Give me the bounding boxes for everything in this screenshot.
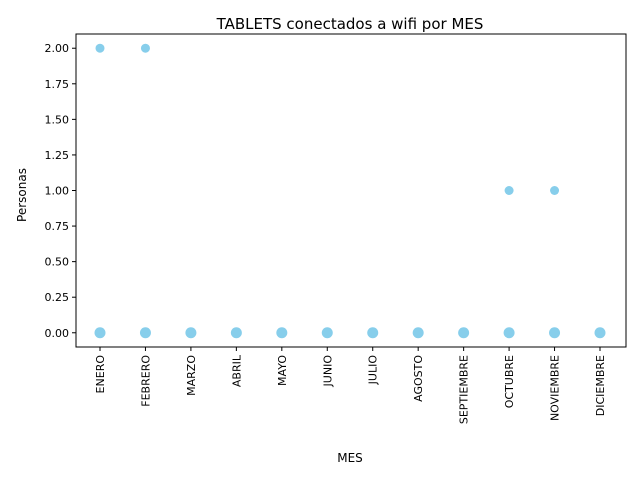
scatter-point xyxy=(458,327,470,339)
scatter-point xyxy=(185,327,197,339)
x-tick-label: JULIO xyxy=(367,355,380,386)
plot-area-frame xyxy=(75,33,627,348)
x-tick-label: ABRIL xyxy=(230,354,243,387)
scatter-point xyxy=(230,327,242,339)
scatter-point xyxy=(504,186,514,195)
scatter-point xyxy=(95,43,105,53)
x-tick-label: SEPTIEMBRE xyxy=(458,355,471,424)
scatter-point xyxy=(321,327,333,339)
scatter-point xyxy=(594,327,606,339)
scatter-point xyxy=(94,327,106,339)
x-tick-label: JUNIO xyxy=(321,355,334,388)
x-tick-label: OCTUBRE xyxy=(503,355,516,408)
y-tick-label: 0.50 xyxy=(45,256,70,269)
y-tick-label: 1.75 xyxy=(45,78,70,91)
scatter-point xyxy=(276,327,288,339)
x-tick-label: FEBRERO xyxy=(139,355,152,407)
y-tick-label: 2.00 xyxy=(45,42,70,55)
x-tick-label: MARZO xyxy=(185,355,198,396)
y-tick-label: 0.00 xyxy=(45,327,70,340)
x-axis-label: MES xyxy=(337,451,363,465)
x-tick-label: AGOSTO xyxy=(412,355,425,402)
y-axis-ticks: 0.00 0.25 0.50 0.75 1.00 1.25 1.50 1.75 2.00 xyxy=(45,42,76,340)
x-axis-ticks: ENERO FEBRERO MARZO ABRIL MAYO JUNIO JULIO AGOS… xyxy=(94,347,607,424)
scatter-point xyxy=(140,43,150,53)
x-tick-label: NOVIEMBRE xyxy=(549,355,562,421)
y-tick-label: 1.00 xyxy=(45,185,70,198)
scatter-point xyxy=(412,327,424,339)
x-tick-label: DICIEMBRE xyxy=(594,355,607,416)
y-tick-label: 0.75 xyxy=(45,220,70,233)
scatter-point xyxy=(367,327,379,339)
scatter-points xyxy=(94,43,606,339)
x-tick-label: ENERO xyxy=(94,355,107,394)
scatter-point xyxy=(550,186,560,195)
x-tick-label: MAYO xyxy=(276,355,289,386)
scatter-point xyxy=(139,327,151,339)
y-tick-label: 1.25 xyxy=(45,149,70,162)
y-axis-label: Personas xyxy=(15,168,29,222)
y-tick-label: 1.50 xyxy=(45,113,70,126)
chart-title: TABLETS conectados a wifi por MES xyxy=(216,15,484,33)
scatter-point xyxy=(503,327,515,339)
y-tick-label: 0.25 xyxy=(45,291,70,304)
scatter-point xyxy=(549,327,561,339)
